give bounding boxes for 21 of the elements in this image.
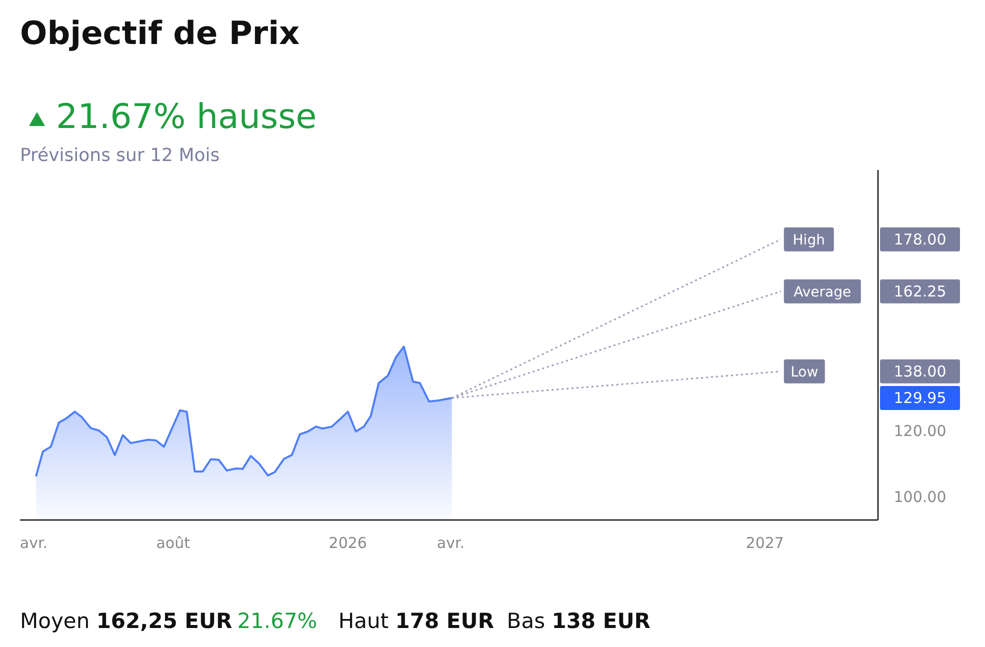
x-tick-label: avr. <box>436 534 465 552</box>
x-tick-label: 2026 <box>328 534 367 552</box>
series-label: High <box>792 232 825 248</box>
text: Prévisions sur 12 Mois <box>20 145 220 166</box>
chart-subtitle: 21.67% hausse <box>56 97 317 137</box>
y-tick-label: 100.00 <box>894 488 946 506</box>
x-tick-label: avr. <box>20 534 48 552</box>
y-tick-label: 120.00 <box>894 422 946 440</box>
text: Moyen 162,25 EUR <box>20 609 232 633</box>
text: Haut 178 EUR <box>338 609 494 633</box>
y-tick-label: 178.00 <box>894 230 946 248</box>
series-label: Low <box>790 364 818 380</box>
y-tick-label: 138.00 <box>894 362 946 380</box>
y-tick-label: 129.95 <box>894 388 946 407</box>
series-label: Average <box>794 284 852 300</box>
x-tick-label: août <box>156 534 190 552</box>
x-tick-label: 2027 <box>746 534 784 552</box>
text: Bas 138 EUR <box>506 609 650 633</box>
text: 21.67% <box>237 609 318 633</box>
y-tick-label: 162.25 <box>894 282 946 300</box>
chart-title: Objectif de Prix <box>20 14 300 52</box>
